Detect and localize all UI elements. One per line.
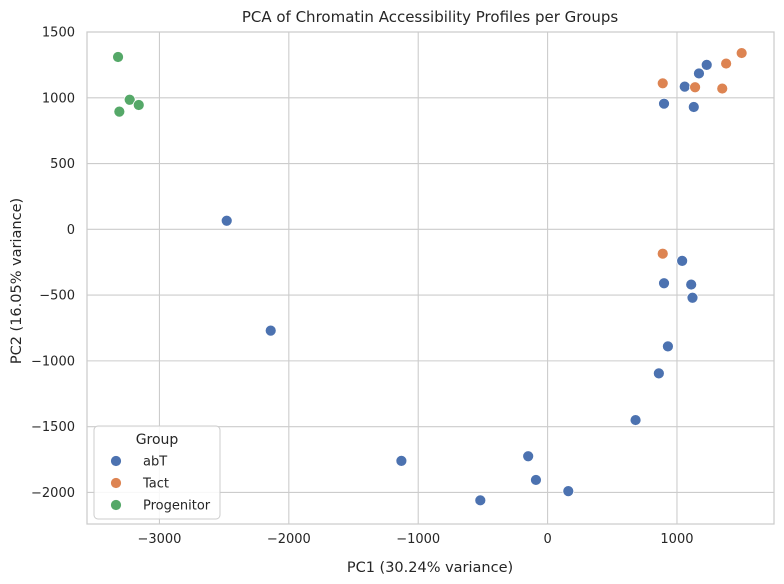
y-tick-label: 1500 xyxy=(42,26,75,41)
y-tick-label: −1000 xyxy=(31,354,75,369)
point-tact xyxy=(656,77,669,90)
point-abt xyxy=(686,291,699,304)
point-abt xyxy=(522,450,535,463)
point-abt xyxy=(662,340,674,353)
legend-marker-abT xyxy=(110,455,122,467)
x-tick-label: −1000 xyxy=(396,532,440,547)
x-tick-label: −3000 xyxy=(137,532,181,547)
point-abt xyxy=(220,214,233,227)
point-progenitor xyxy=(112,51,124,63)
point-progenitor xyxy=(132,99,145,111)
legend-label-tact: Tact xyxy=(142,477,169,492)
point-abt xyxy=(700,58,713,71)
legend-marker-tact xyxy=(110,477,122,489)
point-progenitor xyxy=(123,93,136,106)
point-progenitor xyxy=(113,105,126,118)
grid-lines xyxy=(87,31,774,524)
legend: Group abT Tact Progenitor xyxy=(93,425,221,520)
point-abt xyxy=(562,485,575,498)
y-tick-label: −1500 xyxy=(31,420,75,435)
y-tick-label: 0 xyxy=(67,223,75,238)
point-abt xyxy=(678,80,691,93)
point-abt xyxy=(474,494,487,507)
data-points xyxy=(112,47,748,507)
point-abt xyxy=(693,67,705,80)
chart-title: PCA of Chromatin Accessibility Profiles … xyxy=(242,8,619,26)
legend-label-progenitor: Progenitor xyxy=(143,499,211,514)
point-abt xyxy=(264,324,277,337)
y-tick-label: 1000 xyxy=(42,91,75,106)
point-abt xyxy=(687,101,700,113)
point-abt xyxy=(685,278,698,291)
x-axis-label: PC1 (30.24% variance) xyxy=(347,560,513,576)
x-axis-ticks: −3000 −2000 −1000 0 1000 xyxy=(137,532,693,547)
x-tick-label: 1000 xyxy=(660,532,693,547)
point-tact xyxy=(689,81,701,94)
point-abt xyxy=(676,254,689,267)
point-abt xyxy=(530,474,542,486)
point-tact xyxy=(656,247,669,260)
point-tact xyxy=(716,82,729,95)
x-tick-label: 0 xyxy=(543,532,551,547)
legend-marker-progenitor xyxy=(110,499,122,511)
point-abt xyxy=(629,414,642,426)
y-axis-ticks: −2000 −1500 −1000 −500 0 500 1000 1500 xyxy=(31,26,75,501)
x-tick-label: −2000 xyxy=(267,532,311,547)
point-abt xyxy=(658,277,670,290)
legend-label-abT: abT xyxy=(143,455,167,470)
plot-area-frame xyxy=(86,31,775,525)
legend-title: Group xyxy=(136,432,179,448)
y-axis-label: PC2 (16.05% variance) xyxy=(9,198,25,364)
y-tick-label: 500 xyxy=(50,157,75,172)
point-tact xyxy=(720,57,733,70)
point-abt xyxy=(395,454,408,467)
y-tick-label: −500 xyxy=(39,289,75,304)
y-tick-label: −2000 xyxy=(31,486,75,501)
point-tact xyxy=(735,47,748,59)
point-abt xyxy=(652,367,665,380)
legend-box xyxy=(93,425,221,520)
point-abt xyxy=(658,97,670,110)
